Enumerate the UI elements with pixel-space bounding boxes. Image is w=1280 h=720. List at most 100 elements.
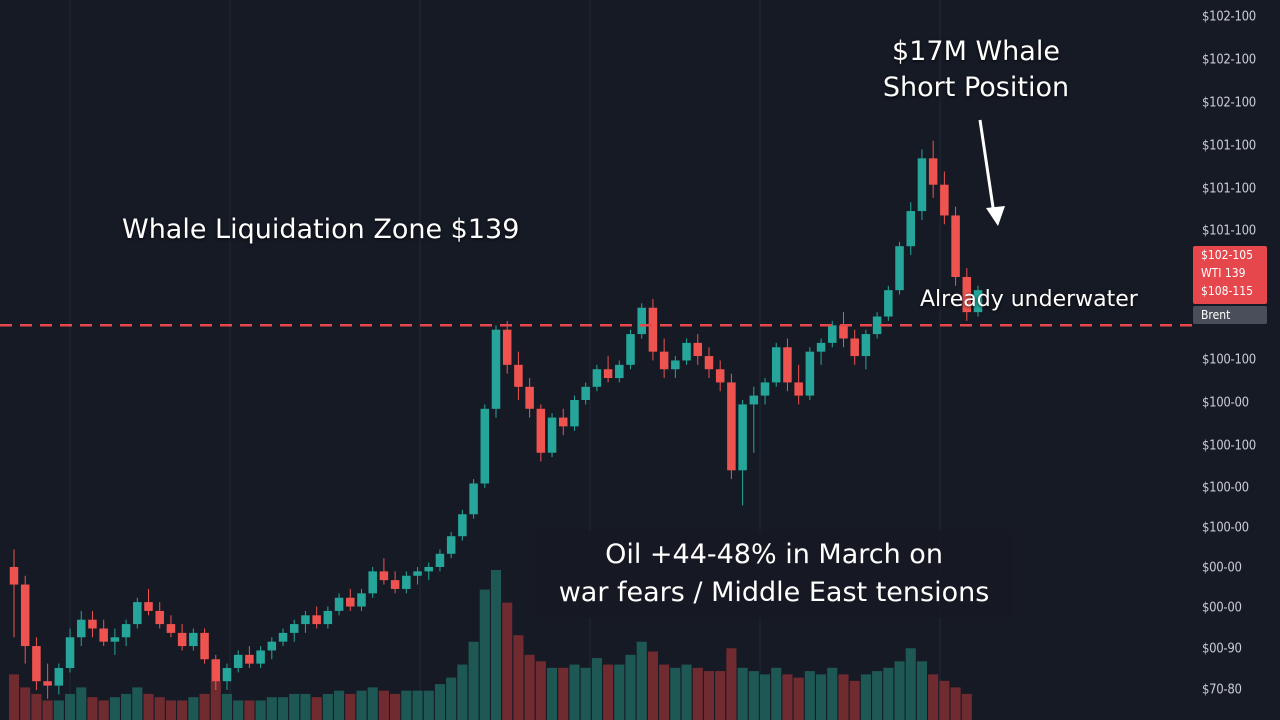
candle-body-54 [615, 364, 624, 379]
volume-bar-48 [547, 667, 558, 720]
volume-bar-19 [221, 693, 233, 720]
volume-bar-52 [591, 658, 602, 720]
candle-body-78 [884, 290, 893, 317]
volume-bar-14 [165, 700, 176, 720]
y-tick-label-2: $102-100 [1202, 95, 1256, 111]
candle-body-60 [682, 342, 691, 361]
y-tick-label-8: $100-100 [1202, 438, 1256, 454]
volume-bar-66 [748, 671, 759, 720]
candle-body-49 [558, 417, 568, 427]
volume-bar-33 [378, 690, 389, 720]
y-tick-label-11: $00-00 [1202, 560, 1242, 576]
volume-bar-67 [759, 674, 771, 720]
candle-body-63 [715, 369, 725, 383]
candle-body-31 [357, 593, 366, 607]
candle-body-51 [581, 386, 590, 400]
candle-body-68 [771, 347, 781, 383]
candle-body-19 [222, 668, 232, 682]
volume-bar-21 [244, 700, 255, 720]
volume-bar-79 [894, 661, 905, 720]
volume-bar-4 [53, 700, 64, 720]
candle-body-21 [245, 654, 254, 664]
volume-bar-25 [289, 693, 300, 720]
candle-body-74 [839, 325, 848, 339]
candle-body-36 [413, 571, 422, 576]
candle-body-30 [346, 597, 355, 607]
candle-body-47 [536, 408, 546, 453]
volume-bar-9 [109, 697, 120, 720]
candle-body-10 [121, 624, 131, 638]
candle-body-13 [155, 610, 164, 625]
candle-body-79 [895, 246, 904, 291]
volume-bar-84 [950, 687, 961, 720]
oil-move-line-1: Oil +44-48% in March on [605, 539, 943, 570]
volume-bar-34 [390, 693, 401, 720]
volume-bar-24 [277, 697, 289, 720]
candle-body-65 [738, 404, 747, 471]
volume-bar-42 [479, 589, 490, 720]
volume-bar-3 [42, 700, 53, 720]
y-tick-label-10: $100-00 [1202, 520, 1249, 536]
volume-bar-80 [905, 648, 916, 720]
candle-body-58 [659, 351, 669, 370]
candle-body-9 [110, 637, 120, 642]
volume-bar-5 [65, 693, 76, 720]
candle-body-23 [267, 641, 277, 651]
volume-bar-38 [434, 684, 445, 720]
volume-bar-57 [647, 651, 658, 720]
volume-bar-41 [468, 641, 479, 720]
candle-body-16 [189, 632, 198, 647]
candle-body-82 [928, 158, 938, 185]
volume-bar-1 [20, 687, 31, 720]
y-tick-label-1: $102-100 [1202, 52, 1256, 68]
volume-bar-47 [535, 661, 546, 720]
volume-bar-70 [793, 677, 804, 720]
volume-bar-82 [928, 674, 939, 720]
candle-body-53 [603, 369, 613, 379]
volume-bar-39 [446, 677, 457, 720]
volume-bar-16 [188, 697, 199, 720]
price-tag-3: $108-115 [1201, 284, 1253, 298]
y-tick-label-14: $70-80 [1202, 682, 1242, 698]
volume-bar-44 [502, 602, 513, 720]
candle-body-5 [65, 637, 75, 669]
volume-bar-22 [255, 700, 266, 720]
oil-move-line-2: war fears / Middle East tensions [558, 577, 990, 608]
volume-bar-32 [367, 687, 378, 720]
candle-body-81 [917, 158, 927, 212]
y-tick-label-5: $101-100 [1202, 223, 1256, 239]
candle-body-7 [88, 619, 97, 629]
volume-bar-8 [98, 700, 109, 720]
y-tick-label-0: $102-100 [1202, 9, 1256, 25]
volume-bar-58 [659, 664, 670, 720]
volume-bar-49 [558, 667, 569, 720]
volume-bar-46 [524, 654, 535, 720]
liquidation-zone-label: Whale Liquidation Zone $139 [122, 214, 520, 245]
volume-bar-62 [703, 671, 715, 720]
candle-body-73 [828, 325, 837, 343]
volume-bar-6 [76, 687, 87, 720]
volume-bar-0 [8, 674, 20, 720]
candle-body-28 [323, 610, 333, 625]
candle-body-43 [491, 329, 501, 409]
volume-bar-30 [345, 693, 356, 720]
candle-body-46 [525, 386, 534, 409]
whale-arrow-head [986, 206, 1005, 226]
candle-body-27 [312, 615, 321, 625]
candle-body-15 [177, 632, 187, 647]
candle-body-35 [402, 575, 411, 589]
candle-body-75 [850, 338, 859, 357]
volume-bar-51 [580, 667, 591, 720]
volume-bar-72 [816, 674, 827, 720]
volume-bar-77 [872, 671, 883, 720]
oil-move-annotation: Oil +44-48% in March on war fears / Midd… [535, 530, 1013, 618]
candle-body-37 [424, 566, 434, 572]
volume-bar-7 [87, 697, 98, 720]
candle-body-11 [133, 602, 142, 625]
volume-bar-56 [636, 641, 647, 720]
candle-body-3 [43, 681, 52, 686]
y-tick-label-9: $100-00 [1202, 480, 1249, 496]
candle-body-34 [390, 580, 400, 589]
whale-arrow-line [978, 119, 996, 215]
